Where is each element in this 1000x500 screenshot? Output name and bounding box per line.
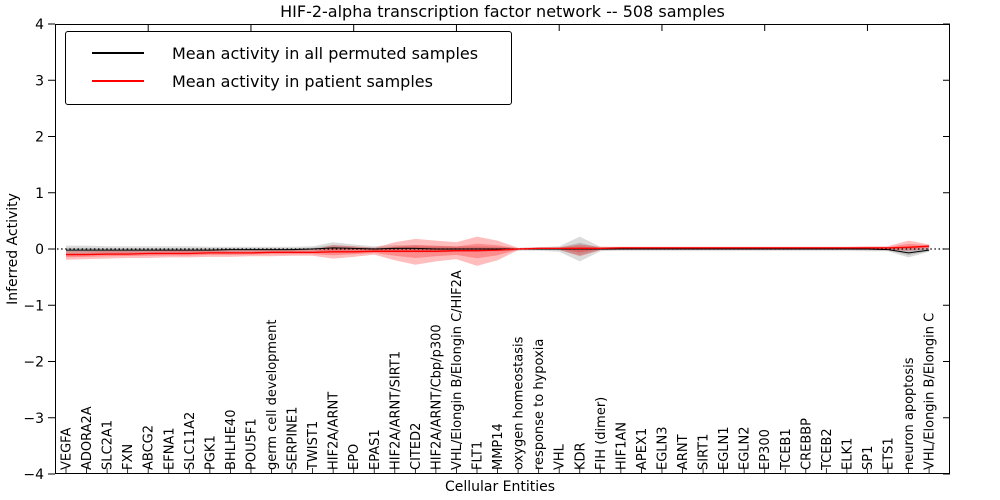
x-tick-label: SLC11A2 <box>183 412 198 470</box>
legend: Mean activity in all permuted samples Me… <box>65 31 512 105</box>
y-tick-label: 4 <box>35 17 44 33</box>
x-tick-label: POU5F1 <box>245 418 260 470</box>
x-tick-label: MMP14 <box>491 423 506 470</box>
x-tick-label: VHL <box>553 443 568 470</box>
x-tick-label: SERPINE1 <box>286 407 301 470</box>
permuted-line-swatch <box>92 52 144 54</box>
x-tick-label: FXN <box>121 444 136 470</box>
x-tick-label: EGLN3 <box>656 426 671 470</box>
y-axis-label: Inferred Activity <box>5 193 21 305</box>
x-tick-label: ETS1 <box>882 437 897 470</box>
x-tick-label: EPO <box>347 444 362 470</box>
chart-title: HIF-2-alpha transcription factor network… <box>280 2 725 21</box>
legend-entry-patient: Mean activity in patient samples <box>66 67 511 95</box>
x-tick-label: ABCG2 <box>142 425 157 470</box>
x-tick-label: VHL/Elongin B/Elongin C <box>923 313 938 470</box>
x-tick-label: neuron apoptosis <box>902 357 917 470</box>
y-tick-label: 3 <box>35 73 44 89</box>
x-tick-label: VHL/Elongin B/Elongin C/HIF2A <box>450 270 465 470</box>
x-tick-label: BHLHE40 <box>224 410 239 470</box>
x-tick-label: VEGFA <box>60 428 75 470</box>
permuted-mean-line <box>66 247 930 254</box>
patient-line-swatch <box>92 80 144 82</box>
x-tick-label: APEX1 <box>635 428 650 470</box>
patient-band <box>66 236 930 266</box>
x-tick-label: FLT1 <box>471 441 486 470</box>
x-tick-label: TWIST1 <box>306 421 321 471</box>
legend-label-patient: Mean activity in patient samples <box>172 71 433 91</box>
x-tick-label: SLC2A1 <box>101 420 116 470</box>
x-tick-label: FIH (dimer) <box>594 397 609 470</box>
x-tick-label: ADORA2A <box>80 406 95 470</box>
x-axis-label: Cellular Entities <box>444 479 556 495</box>
x-tick-label: SIRT1 <box>697 434 712 470</box>
y-tick-label: 1 <box>35 186 44 202</box>
x-tick-label: HIF1AN <box>614 422 629 470</box>
x-tick-label: EPAS1 <box>368 429 383 470</box>
x-tick-label: response to hypoxia <box>532 339 547 470</box>
legend-label-permuted: Mean activity in all permuted samples <box>172 43 479 63</box>
x-tick-label: ARNT <box>676 434 691 470</box>
legend-entry-permuted: Mean activity in all permuted samples <box>66 39 511 67</box>
patient-mean-line <box>66 245 930 256</box>
y-tick-label: −1 <box>23 298 44 314</box>
x-tick-label: EGLN2 <box>738 426 753 470</box>
x-tick-label: PGK1 <box>203 435 218 470</box>
x-tick-label: oxygen homeostasis <box>512 336 527 470</box>
y-tick-label: 2 <box>35 130 44 146</box>
x-tick-label: EFNA1 <box>162 427 177 470</box>
x-tick-label: HIF2A/ARNT/SIRT1 <box>388 351 403 470</box>
x-tick-label: TCEB1 <box>779 428 794 471</box>
x-tick-label: ELK1 <box>840 438 855 470</box>
x-tick-label: HIF2A/ARNT/Cbp/p300 <box>429 324 444 470</box>
x-tick-label: KDR <box>573 442 588 470</box>
x-tick-label: SP1 <box>861 446 876 470</box>
y-tick-label: −3 <box>23 411 44 427</box>
x-tick-label: HIF2A/ARNT <box>327 392 342 470</box>
x-tick-label: EP300 <box>758 429 773 470</box>
x-tick-label: EGLN1 <box>717 426 732 470</box>
x-tick-label: CREBBP <box>799 418 814 470</box>
y-tick-label: 0 <box>35 242 44 258</box>
x-tick-label: CITED2 <box>409 423 424 470</box>
y-tick-label: −2 <box>23 355 44 371</box>
y-tick-label: −4 <box>23 467 44 483</box>
x-tick-label: TCEB2 <box>820 428 835 471</box>
x-tick-label: germ cell development <box>265 320 280 470</box>
